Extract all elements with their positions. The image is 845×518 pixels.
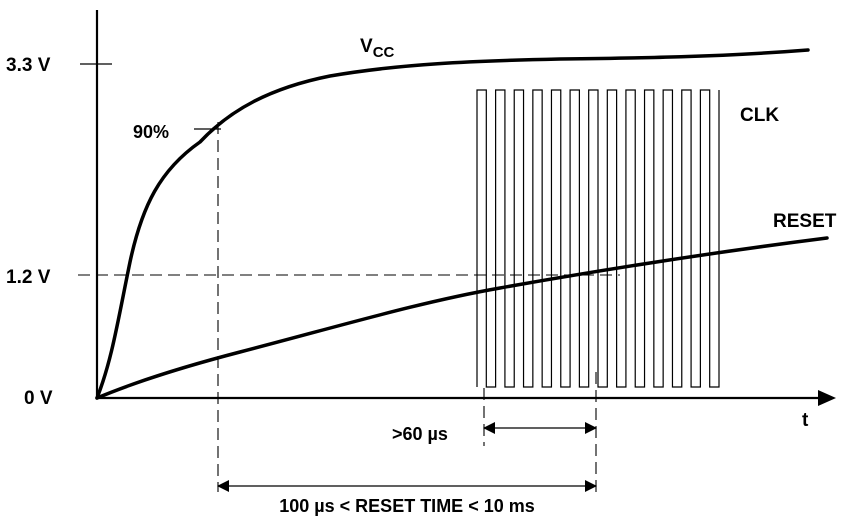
y-tick-label-0v: 0 V [24,388,53,409]
reset-time-label: 100 µs < RESET TIME < 10 ms [279,496,535,516]
vcc-label-sub: CC [373,44,395,61]
vcc-label: VCC [360,36,395,61]
x-axis-arrowhead [818,390,836,406]
y-tick-label-3v3: 3.3 V [6,55,51,76]
reset-label: RESET [773,211,837,232]
reset-curve [95,236,829,400]
clk-label: CLK [740,105,779,126]
x-axis-label: t [802,410,809,431]
y-tick-label-1v2: 1.2 V [6,267,51,288]
ninety-percent-label: 90% [133,122,169,142]
min-pulse-label: >60 µs [392,424,448,444]
clk-waveform [476,89,720,388]
vcc-curve [95,48,810,400]
vcc-label-main: V [360,36,373,57]
